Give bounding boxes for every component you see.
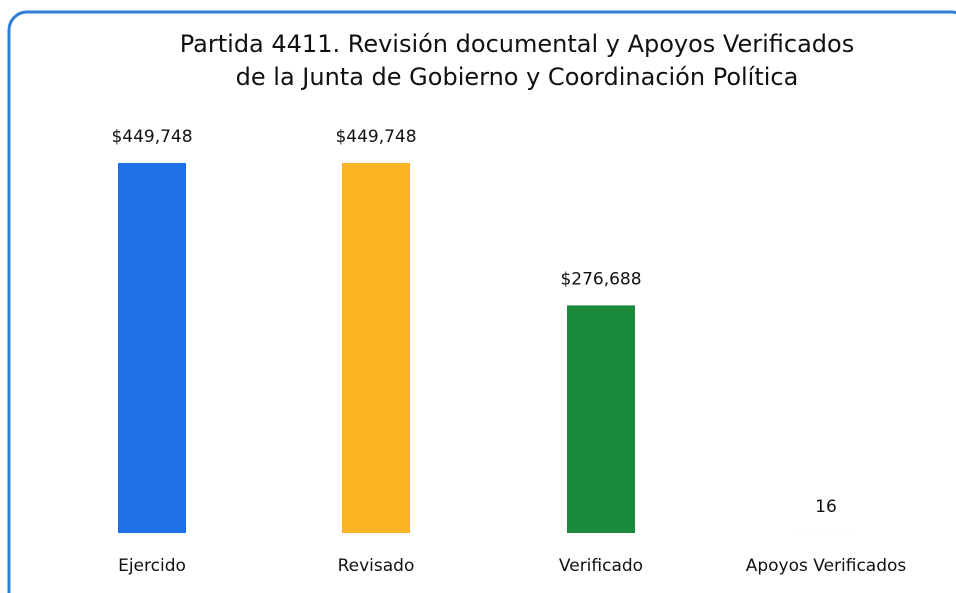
x-tick-label: Ejercido xyxy=(118,556,186,576)
bar xyxy=(118,163,186,533)
value-label: $449,748 xyxy=(335,127,416,147)
x-tick-label: Revisado xyxy=(338,556,415,576)
value-label: 16 xyxy=(815,497,837,517)
bar xyxy=(567,305,635,533)
value-label: $449,748 xyxy=(111,127,192,147)
chart-title: Partida 4411. Revisión documental y Apoy… xyxy=(180,30,854,58)
value-label: $276,688 xyxy=(560,269,641,289)
bar xyxy=(342,163,410,533)
x-tick-label: Verificado xyxy=(559,556,643,576)
x-tick-label: Apoyos Verificados xyxy=(746,556,907,576)
chart-title: de la Junta de Gobierno y Coordinación P… xyxy=(236,63,799,91)
frame xyxy=(7,10,956,593)
